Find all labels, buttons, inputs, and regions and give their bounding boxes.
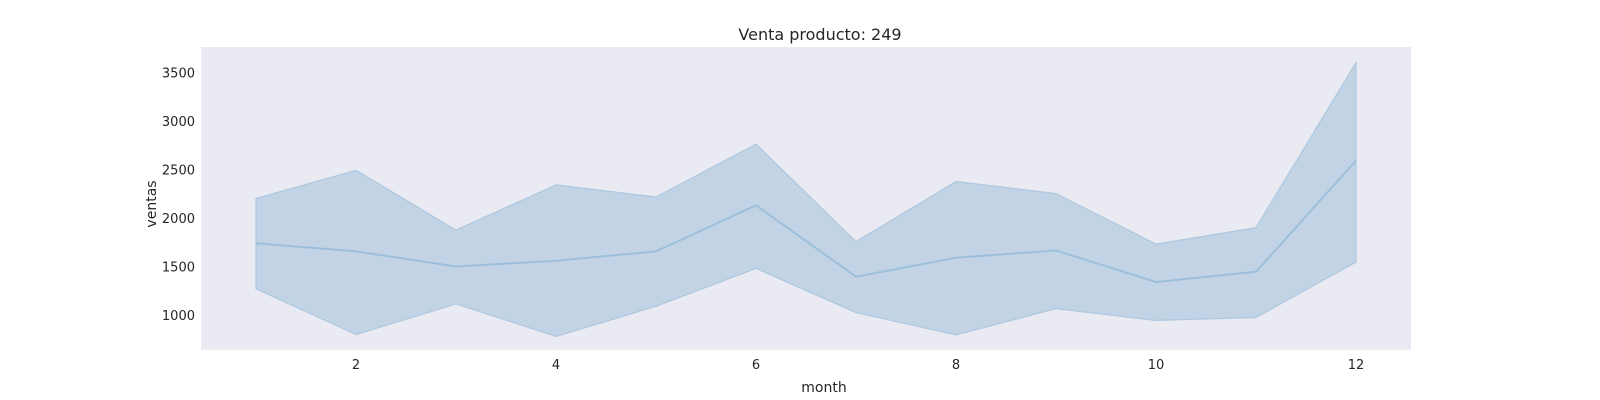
- y-tick-label: 2000: [162, 212, 195, 227]
- y-tick-label: 3000: [162, 115, 195, 130]
- x-tick-label: 6: [752, 358, 760, 373]
- confidence-band-layer: [255, 61, 1357, 337]
- x-tick-label: 12: [1348, 358, 1365, 373]
- series-line: [255, 159, 1357, 283]
- y-axis-ticks: 1000 1500 2000 2500 3000 3500: [162, 66, 195, 324]
- x-tick-label: 4: [552, 358, 560, 373]
- y-tick-label: 3500: [162, 66, 195, 81]
- y-axis-label: ventas: [144, 180, 160, 227]
- confidence-band: [255, 61, 1357, 337]
- chart-title: Venta producto: 249: [738, 25, 901, 44]
- y-tick-label: 1000: [162, 309, 195, 324]
- x-tick-label: 10: [1148, 358, 1165, 373]
- series-line-layer: [255, 159, 1357, 283]
- y-tick-label: 2500: [162, 163, 195, 178]
- x-axis-label: month: [801, 380, 846, 396]
- x-tick-label: 2: [352, 358, 360, 373]
- y-tick-label: 1500: [162, 261, 195, 276]
- x-axis-ticks: 2 4 6 8 10 12: [352, 358, 1364, 373]
- x-tick-label: 8: [952, 358, 960, 373]
